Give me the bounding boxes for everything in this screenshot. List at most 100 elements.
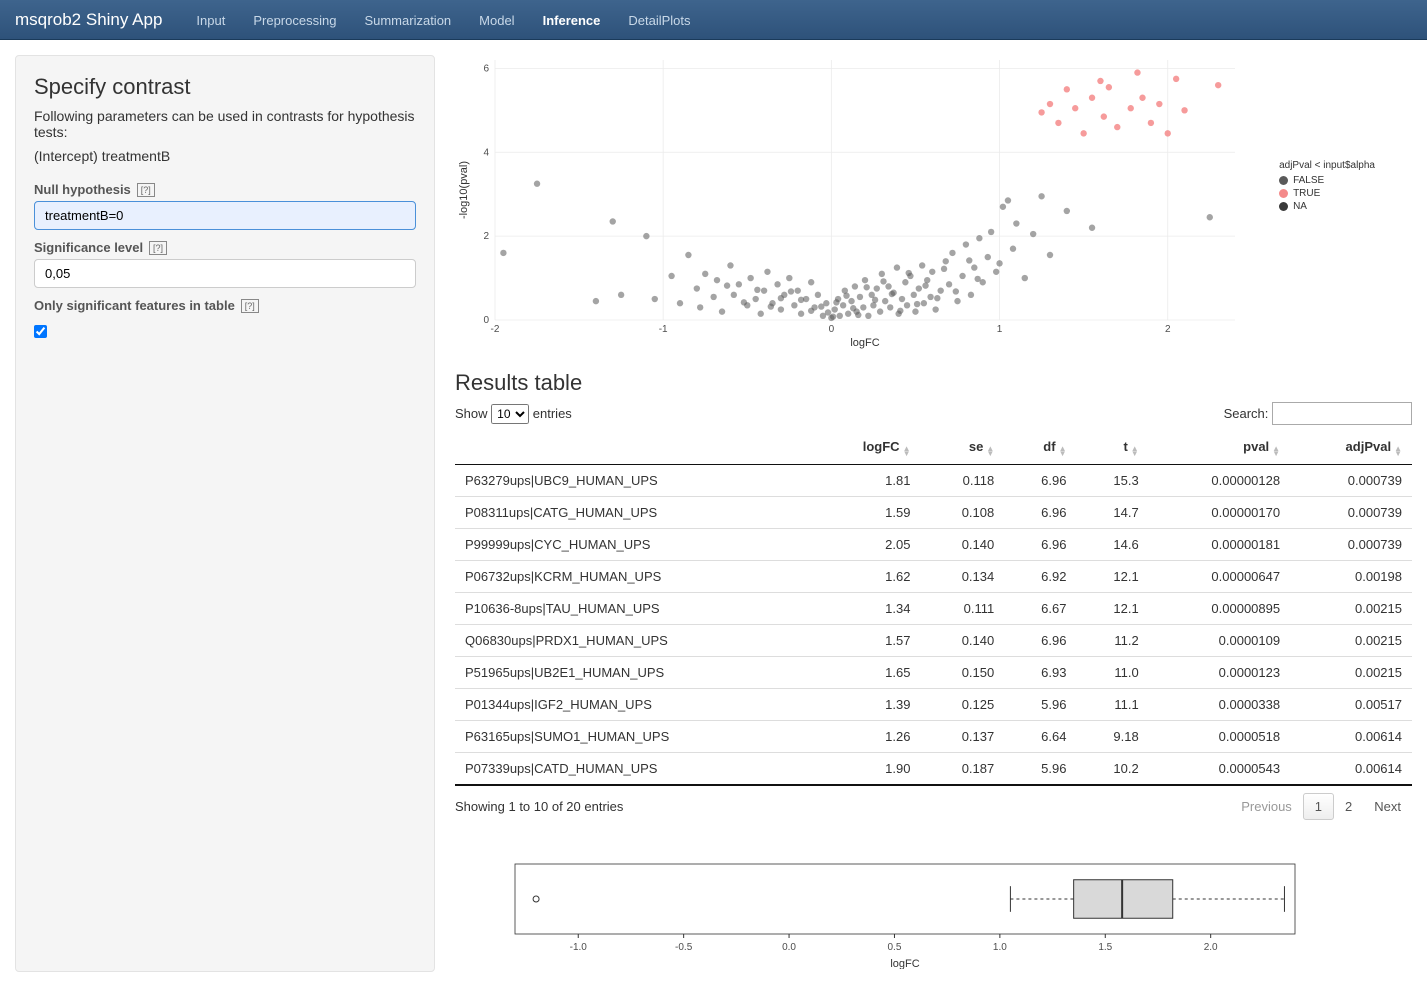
table-row[interactable]: P99999ups|CYC_HUMAN_UPS2.050.1406.9614.6… (455, 529, 1412, 561)
column-header[interactable]: se▲▼ (920, 431, 1004, 465)
table-cell: 15.3 (1076, 465, 1148, 497)
table-cell: 0.125 (920, 689, 1004, 721)
table-cell: P63165ups|SUMO1_HUMAN_UPS (455, 721, 812, 753)
table-row[interactable]: P08311ups|CATG_HUMAN_UPS1.590.1086.9614.… (455, 497, 1412, 529)
nav-item-inference[interactable]: Inference (529, 3, 615, 38)
table-cell: P07339ups|CATD_HUMAN_UPS (455, 753, 812, 786)
table-cell: 6.64 (1004, 721, 1076, 753)
table-cell: 0.000739 (1290, 529, 1412, 561)
entries-select[interactable]: 10 (491, 404, 529, 424)
svg-text:6: 6 (483, 63, 489, 74)
svg-text:-1: -1 (659, 324, 668, 335)
table-cell: P10636-8ups|TAU_HUMAN_UPS (455, 593, 812, 625)
table-row[interactable]: P51965ups|UB2E1_HUMAN_UPS1.650.1506.9311… (455, 657, 1412, 689)
table-cell: 0.137 (920, 721, 1004, 753)
nav-item-preprocessing[interactable]: Preprocessing (239, 3, 350, 38)
svg-text:1: 1 (997, 324, 1003, 335)
table-cell: 6.96 (1004, 497, 1076, 529)
table-row[interactable]: P63165ups|SUMO1_HUMAN_UPS1.260.1376.649.… (455, 721, 1412, 753)
prev-button[interactable]: Previous (1230, 794, 1303, 819)
table-cell: 0.108 (920, 497, 1004, 529)
svg-text:-1.0: -1.0 (570, 942, 588, 953)
table-row[interactable]: P10636-8ups|TAU_HUMAN_UPS1.340.1116.6712… (455, 593, 1412, 625)
sidebar-title: Specify contrast (34, 74, 416, 100)
column-header[interactable]: df▲▼ (1004, 431, 1076, 465)
nav-items: InputPreprocessingSummarizationModelInfe… (182, 12, 704, 28)
table-cell: 0.187 (920, 753, 1004, 786)
table-cell: 0.00215 (1290, 625, 1412, 657)
svg-text:0: 0 (483, 315, 489, 326)
table-cell: 0.00198 (1290, 561, 1412, 593)
table-cell: 11.2 (1076, 625, 1148, 657)
column-header[interactable]: t▲▼ (1076, 431, 1148, 465)
column-header[interactable]: adjPval▲▼ (1290, 431, 1412, 465)
page-button[interactable]: 1 (1303, 793, 1334, 820)
svg-text:logFC: logFC (890, 958, 919, 969)
table-cell: 9.18 (1076, 721, 1148, 753)
table-row[interactable]: P06732ups|KCRM_HUMAN_UPS1.620.1346.9212.… (455, 561, 1412, 593)
help-icon[interactable]: [?] (137, 183, 155, 197)
show-label-pre: Show (455, 406, 488, 421)
table-cell: 6.92 (1004, 561, 1076, 593)
table-cell: 0.00000128 (1149, 465, 1290, 497)
table-cell: 14.6 (1076, 529, 1148, 561)
table-row[interactable]: P01344ups|IGF2_HUMAN_UPS1.390.1255.9611.… (455, 689, 1412, 721)
table-cell: 0.00215 (1290, 657, 1412, 689)
next-button[interactable]: Next (1363, 794, 1412, 819)
nav-item-input[interactable]: Input (182, 3, 239, 38)
only-significant-label: Only significant features in table (34, 298, 235, 313)
table-cell: 12.1 (1076, 561, 1148, 593)
table-cell: 0.134 (920, 561, 1004, 593)
table-cell: 0.00000647 (1149, 561, 1290, 593)
null-hypothesis-input[interactable] (34, 201, 416, 230)
table-cell: 0.0000123 (1149, 657, 1290, 689)
sidebar-params: (Intercept) treatmentB (34, 148, 416, 164)
table-cell: 1.39 (812, 689, 920, 721)
help-icon[interactable]: [?] (241, 299, 259, 313)
column-header[interactable]: logFC▲▼ (812, 431, 920, 465)
table-cell: 0.150 (920, 657, 1004, 689)
table-cell: 0.118 (920, 465, 1004, 497)
table-row[interactable]: Q06830ups|PRDX1_HUMAN_UPS1.570.1406.9611… (455, 625, 1412, 657)
table-cell: 1.81 (812, 465, 920, 497)
table-cell: 10.2 (1076, 753, 1148, 786)
legend-item: TRUE (1279, 188, 1375, 199)
legend-label: TRUE (1293, 188, 1320, 199)
significance-input[interactable] (34, 259, 416, 288)
search-label: Search: (1224, 406, 1269, 421)
table-cell: 11.1 (1076, 689, 1148, 721)
table-cell: P51965ups|UB2E1_HUMAN_UPS (455, 657, 812, 689)
table-cell: 1.90 (812, 753, 920, 786)
legend-item: FALSE (1279, 175, 1375, 186)
nav-item-summarization[interactable]: Summarization (350, 3, 465, 38)
legend-dot-icon (1279, 189, 1288, 198)
table-cell: 11.0 (1076, 657, 1148, 689)
table-cell: 0.140 (920, 529, 1004, 561)
legend-dot-icon (1279, 176, 1288, 185)
svg-text:0: 0 (829, 324, 835, 335)
page-button[interactable]: 2 (1334, 794, 1363, 819)
svg-text:-log10(pval): -log10(pval) (458, 161, 470, 219)
table-cell: 1.34 (812, 593, 920, 625)
table-cell: 0.00000181 (1149, 529, 1290, 561)
table-cell: P08311ups|CATG_HUMAN_UPS (455, 497, 812, 529)
nav-item-detailplots[interactable]: DetailPlots (614, 3, 704, 38)
table-cell: 6.96 (1004, 529, 1076, 561)
table-row[interactable]: P07339ups|CATD_HUMAN_UPS1.900.1875.9610.… (455, 753, 1412, 786)
sidebar-panel: Specify contrast Following parameters ca… (15, 55, 435, 972)
pagination: Previous 12 Next (1230, 794, 1412, 819)
table-cell: 6.67 (1004, 593, 1076, 625)
table-cell: 5.96 (1004, 753, 1076, 786)
search-input[interactable] (1272, 402, 1412, 425)
help-icon[interactable]: [?] (149, 241, 167, 255)
table-cell: 0.00215 (1290, 593, 1412, 625)
column-header[interactable]: pval▲▼ (1149, 431, 1290, 465)
nav-item-model[interactable]: Model (465, 3, 528, 38)
column-header[interactable] (455, 431, 812, 465)
results-title: Results table (455, 370, 1412, 396)
main-layout: Specify contrast Following parameters ca… (0, 40, 1427, 987)
table-row[interactable]: P63279ups|UBC9_HUMAN_UPS1.810.1186.9615.… (455, 465, 1412, 497)
only-significant-checkbox[interactable] (34, 325, 47, 338)
svg-text:2: 2 (1165, 324, 1171, 335)
legend-item: NA (1279, 201, 1375, 212)
